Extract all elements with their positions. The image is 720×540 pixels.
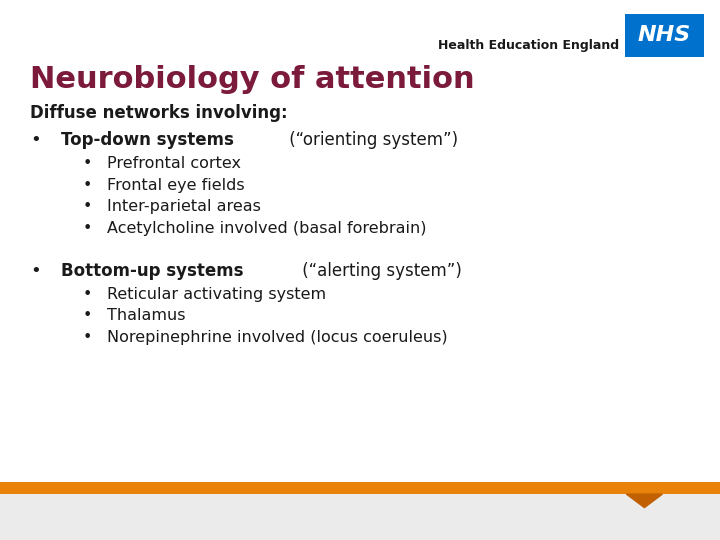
FancyBboxPatch shape: [625, 14, 704, 57]
Text: (“alerting system”): (“alerting system”): [297, 262, 462, 280]
Text: Norepinephrine involved (locus coeruleus): Norepinephrine involved (locus coeruleus…: [107, 330, 447, 345]
Text: Reticular activating system: Reticular activating system: [107, 287, 325, 302]
Text: •: •: [83, 330, 92, 345]
Text: Prefrontal cortex: Prefrontal cortex: [107, 156, 240, 171]
Text: Neurobiology of attention: Neurobiology of attention: [30, 65, 475, 94]
Text: •: •: [83, 221, 92, 236]
Text: •: •: [30, 131, 41, 150]
Text: Frontal eye fields: Frontal eye fields: [107, 178, 244, 193]
Text: Acetylcholine involved (basal forebrain): Acetylcholine involved (basal forebrain): [107, 221, 426, 236]
Text: Health Education England: Health Education England: [438, 39, 619, 52]
Text: Inter-parietal areas: Inter-parietal areas: [107, 199, 261, 214]
Text: Bottom-up systems: Bottom-up systems: [61, 262, 243, 280]
Text: •: •: [83, 199, 92, 214]
Text: (“orienting system”): (“orienting system”): [284, 131, 459, 150]
Bar: [0, 494, 720, 540]
Text: •: •: [30, 262, 41, 280]
Text: •: •: [83, 287, 92, 302]
Text: •: •: [83, 308, 92, 323]
Text: •: •: [83, 178, 92, 193]
Polygon shape: [626, 494, 662, 508]
Text: NHS: NHS: [638, 25, 691, 45]
Text: Diffuse networks involving:: Diffuse networks involving:: [30, 104, 288, 123]
Text: Top-down systems: Top-down systems: [61, 131, 234, 150]
Text: •: •: [83, 156, 92, 171]
Bar: [0, 482, 720, 494]
Text: Thalamus: Thalamus: [107, 308, 185, 323]
